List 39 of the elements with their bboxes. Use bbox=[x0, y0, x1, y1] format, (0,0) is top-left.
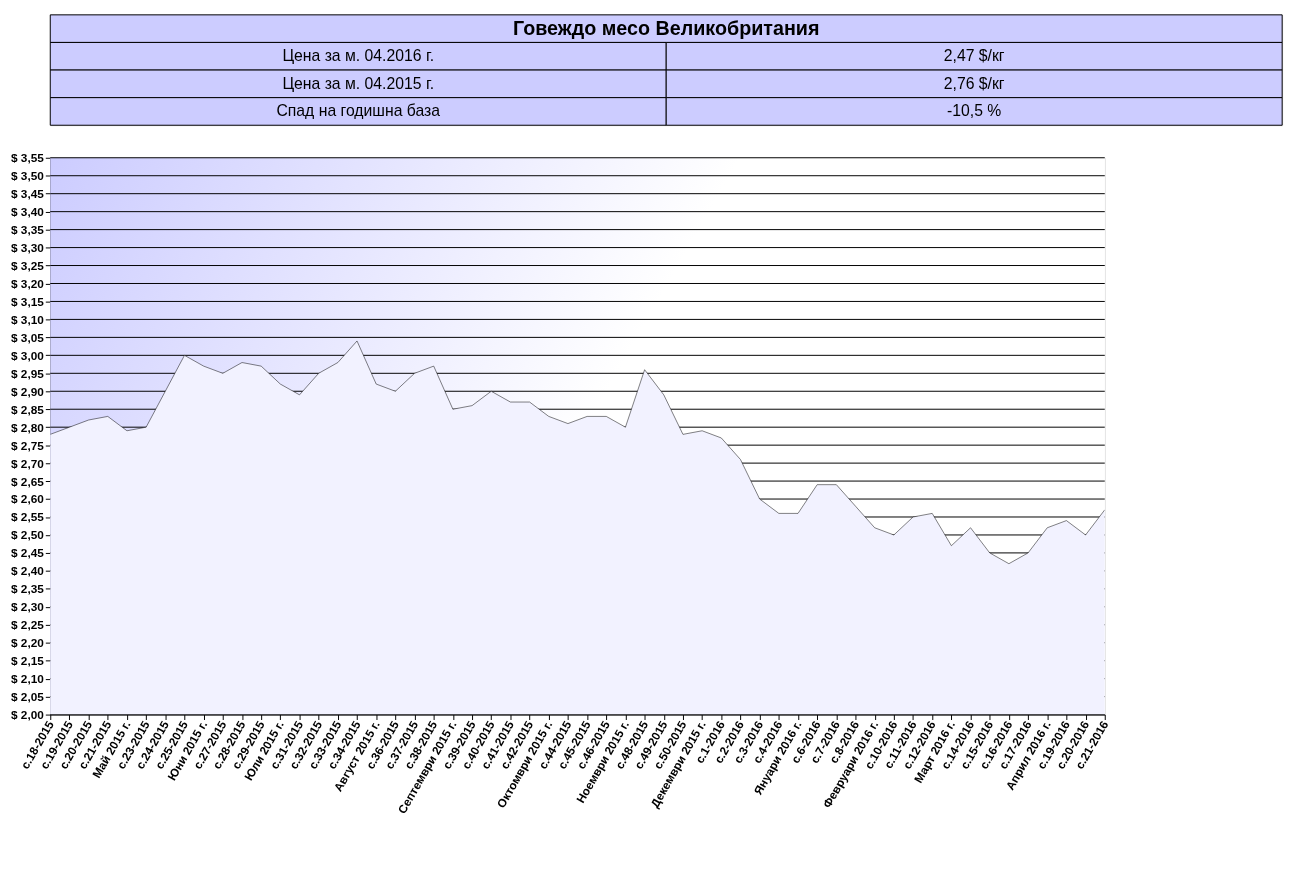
text: Цена за м. 04.2016 г. bbox=[282, 47, 435, 65]
text: Спад на годишна база bbox=[276, 102, 441, 120]
y-tick-label: $ 2,15 bbox=[11, 654, 45, 669]
y-tick-label: $ 2,90 bbox=[11, 384, 45, 399]
y-tick-label: $ 2,10 bbox=[11, 672, 45, 687]
y-tick-label: $ 2,25 bbox=[11, 618, 45, 633]
y-tick-label: $ 3,00 bbox=[11, 348, 45, 363]
y-tick-label: $ 2,00 bbox=[11, 708, 45, 723]
y-tick-label: $ 3,45 bbox=[11, 187, 45, 202]
y-tick-label: $ 3,35 bbox=[11, 223, 45, 238]
text: -10,5 % bbox=[947, 102, 1002, 120]
y-tick-label: $ 3,15 bbox=[11, 294, 45, 309]
chart-title: Говеждо месо Великобритания bbox=[513, 16, 820, 39]
y-tick-label: $ 2,60 bbox=[11, 492, 45, 507]
y-tick-label: $ 3,30 bbox=[11, 241, 45, 255]
y-tick-label: $ 3,10 bbox=[11, 312, 45, 327]
y-tick-label: $ 3,55 bbox=[11, 151, 45, 166]
text: 2,47 $/кг bbox=[943, 47, 1005, 65]
y-tick-label: $ 2,70 bbox=[11, 456, 45, 471]
y-tick-label: $ 2,30 bbox=[11, 600, 45, 615]
y-tick-label: $ 2,80 bbox=[11, 420, 45, 435]
text: Цена за м. 04.2015 г. bbox=[282, 74, 435, 92]
y-tick-label: $ 2,85 bbox=[11, 402, 45, 417]
y-tick-label: $ 3,20 bbox=[11, 276, 45, 291]
y-tick-label: $ 3,40 bbox=[11, 205, 45, 220]
y-tick-label: $ 2,35 bbox=[11, 582, 45, 597]
y-tick-label: $ 2,05 bbox=[11, 690, 45, 705]
y-tick-label: $ 2,95 bbox=[11, 366, 45, 381]
y-tick-label: $ 3,05 bbox=[11, 330, 45, 345]
y-tick-label: $ 3,50 bbox=[11, 169, 45, 184]
text: 2,76 $/кг bbox=[943, 74, 1005, 92]
y-tick-label: $ 2,75 bbox=[11, 438, 45, 453]
y-tick-label: $ 2,40 bbox=[11, 564, 45, 579]
y-tick-label: $ 3,25 bbox=[11, 258, 45, 273]
y-tick-label: $ 2,45 bbox=[11, 546, 45, 561]
y-tick-label: $ 2,55 bbox=[11, 510, 45, 525]
y-tick-label: $ 2,50 bbox=[11, 528, 45, 543]
y-tick-label: $ 2,20 bbox=[11, 636, 45, 651]
y-tick-label: $ 2,65 bbox=[11, 474, 45, 489]
